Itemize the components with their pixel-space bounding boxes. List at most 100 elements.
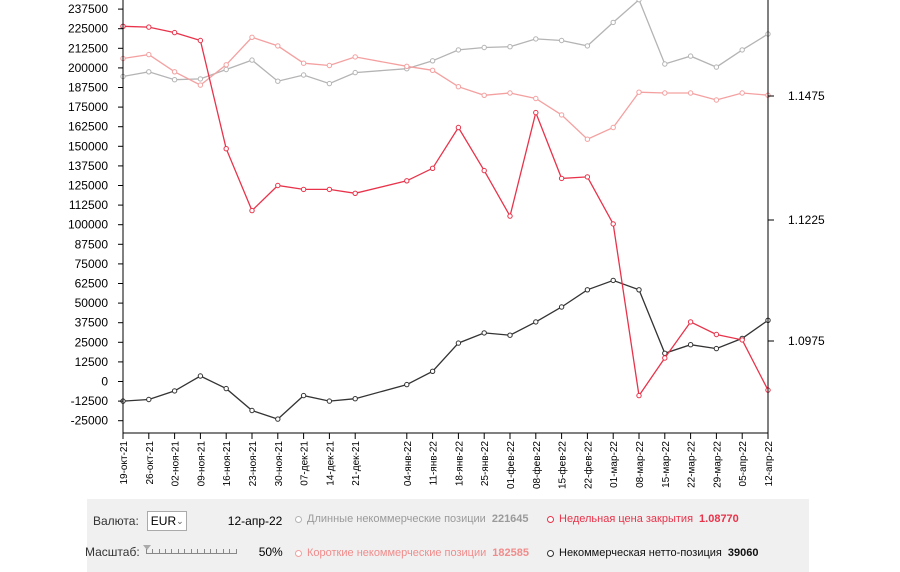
data-point[interactable] — [275, 43, 281, 49]
data-point[interactable] — [429, 58, 436, 64]
data-point[interactable] — [455, 84, 462, 90]
data-point[interactable] — [533, 319, 539, 325]
data-point[interactable] — [171, 77, 178, 83]
data-point[interactable] — [636, 392, 642, 399]
data-point[interactable] — [249, 407, 255, 414]
data-point[interactable] — [197, 373, 204, 379]
data-point[interactable] — [687, 319, 694, 325]
legend-net[interactable]: Некоммерческая нетто-позиция 39060 — [547, 547, 758, 559]
data-point[interactable] — [687, 53, 694, 59]
data-point[interactable] — [481, 92, 487, 99]
y-tick-label: -12500 — [71, 394, 109, 408]
data-point[interactable] — [713, 64, 720, 70]
data-point[interactable] — [275, 78, 281, 84]
data-point[interactable] — [171, 388, 178, 394]
data-point[interactable] — [326, 186, 333, 193]
data-point[interactable] — [197, 76, 204, 82]
data-point[interactable] — [481, 44, 487, 51]
data-point[interactable] — [558, 112, 565, 118]
data-point[interactable] — [455, 340, 462, 346]
data-point[interactable] — [558, 304, 565, 310]
legend-short[interactable]: Короткие некоммерческие позиции 182585 — [295, 547, 529, 559]
data-point[interactable] — [455, 124, 462, 131]
data-point[interactable] — [249, 207, 255, 214]
data-point[interactable] — [146, 24, 152, 30]
data-point[interactable] — [584, 43, 591, 49]
data-point[interactable] — [171, 69, 178, 75]
data-point[interactable] — [352, 190, 358, 197]
data-point[interactable] — [636, 0, 642, 3]
circle-icon — [547, 515, 554, 523]
data-point[interactable] — [404, 63, 410, 70]
data-point[interactable] — [300, 72, 307, 78]
data-point[interactable] — [197, 82, 204, 88]
y-tick-label: 100000 — [68, 218, 108, 232]
data-point[interactable] — [326, 398, 333, 404]
legend-weekly[interactable]: Недельная цена закрытия 1.08770 — [547, 513, 739, 525]
currency-select[interactable]: EUR ⌄ — [146, 511, 187, 531]
data-point[interactable] — [352, 396, 358, 402]
legend-long[interactable]: Длинные некоммерческие позиции 221645 — [295, 513, 529, 525]
data-point[interactable] — [610, 124, 616, 131]
data-point[interactable] — [739, 90, 745, 96]
data-point[interactable] — [404, 381, 410, 388]
data-point[interactable] — [533, 95, 539, 102]
data-point[interactable] — [275, 416, 281, 422]
data-point[interactable] — [249, 34, 255, 40]
slider-tick — [203, 549, 205, 554]
data-point[interactable] — [533, 36, 539, 42]
data-point[interactable] — [171, 29, 178, 36]
data-point[interactable] — [146, 51, 152, 58]
data-point[interactable] — [584, 174, 591, 180]
data-point[interactable] — [713, 345, 720, 352]
data-point[interactable] — [558, 37, 565, 44]
data-point[interactable] — [223, 66, 229, 73]
data-point[interactable] — [429, 165, 436, 172]
data-point[interactable] — [223, 146, 229, 152]
data-point[interactable] — [507, 332, 513, 338]
data-point[interactable] — [326, 62, 333, 69]
data-point[interactable] — [739, 47, 745, 53]
data-point[interactable] — [300, 60, 307, 66]
scale-slider[interactable] — [142, 545, 237, 559]
data-point[interactable] — [713, 97, 720, 103]
data-point[interactable] — [197, 37, 204, 44]
data-point[interactable] — [481, 330, 487, 336]
data-point[interactable] — [610, 277, 616, 284]
data-point[interactable] — [481, 167, 487, 174]
data-point[interactable] — [687, 342, 694, 348]
data-point[interactable] — [223, 62, 229, 68]
data-point[interactable] — [300, 186, 307, 193]
data-point[interactable] — [429, 67, 436, 74]
data-point[interactable] — [223, 385, 229, 392]
data-point[interactable] — [584, 287, 591, 293]
data-point[interactable] — [662, 355, 668, 361]
data-point[interactable] — [146, 69, 152, 75]
data-point[interactable] — [558, 175, 565, 182]
data-point[interactable] — [507, 44, 513, 50]
data-point[interactable] — [404, 178, 410, 184]
data-point[interactable] — [662, 90, 668, 96]
data-point[interactable] — [352, 69, 358, 76]
data-point[interactable] — [610, 221, 616, 227]
data-point[interactable] — [739, 337, 745, 343]
data-point[interactable] — [713, 331, 720, 338]
data-point[interactable] — [636, 287, 642, 293]
data-point[interactable] — [662, 61, 668, 67]
data-point[interactable] — [352, 54, 358, 60]
data-point[interactable] — [533, 109, 539, 116]
data-point[interactable] — [249, 57, 255, 63]
data-point[interactable] — [146, 396, 152, 403]
slider-handle-icon[interactable] — [142, 545, 151, 550]
data-point[interactable] — [584, 136, 591, 142]
data-point[interactable] — [636, 89, 642, 95]
data-point[interactable] — [275, 182, 281, 189]
data-point[interactable] — [429, 368, 436, 374]
data-point[interactable] — [455, 47, 462, 53]
data-point[interactable] — [326, 80, 333, 87]
data-point[interactable] — [610, 19, 616, 26]
data-point[interactable] — [507, 90, 513, 96]
data-point[interactable] — [507, 213, 513, 219]
data-point[interactable] — [687, 90, 694, 96]
data-point[interactable] — [300, 392, 307, 399]
